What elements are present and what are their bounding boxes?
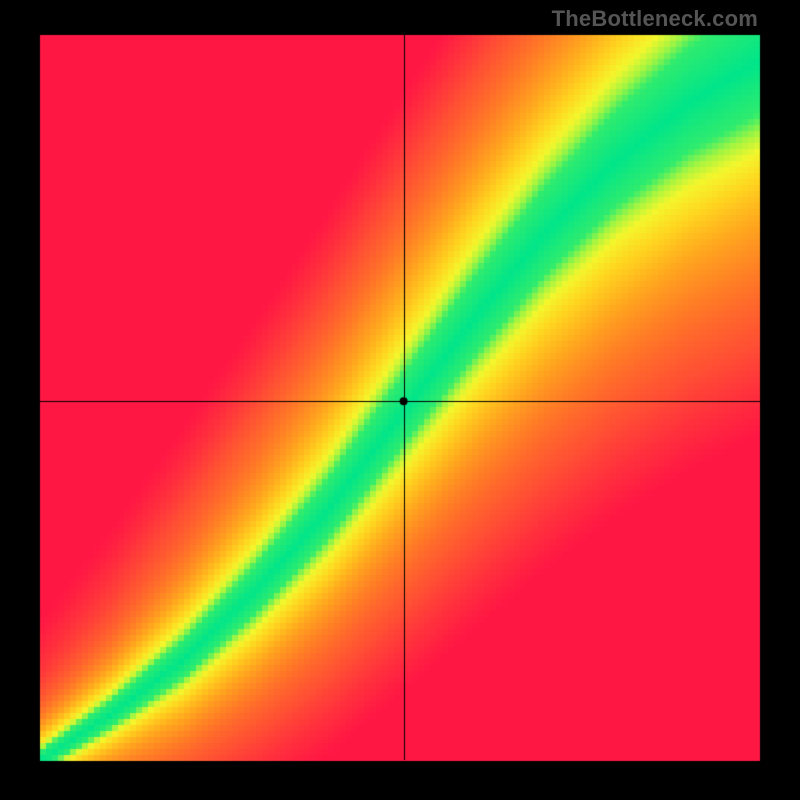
heatmap-canvas bbox=[0, 0, 800, 800]
chart-container: TheBottleneck.com bbox=[0, 0, 800, 800]
watermark-text: TheBottleneck.com bbox=[552, 6, 758, 32]
